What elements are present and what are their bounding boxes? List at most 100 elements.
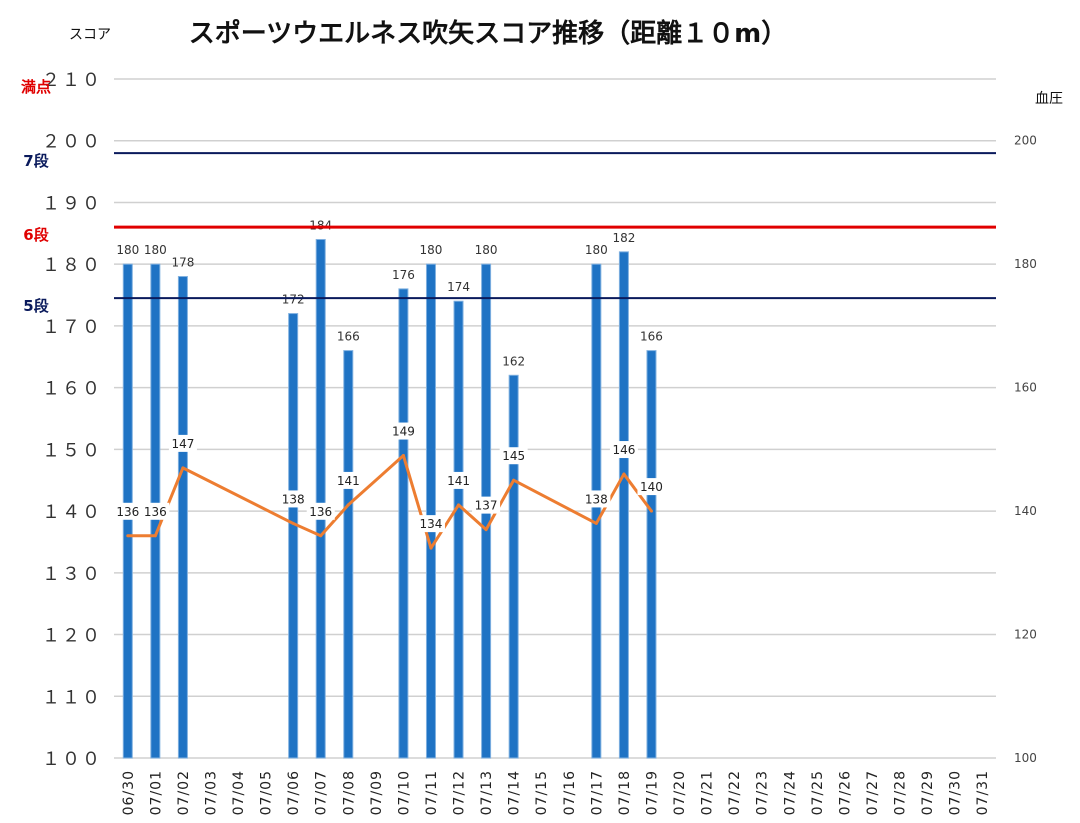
bar xyxy=(177,276,188,759)
bar-value-label: 166 xyxy=(337,330,360,344)
x-tick-label: 07/25 xyxy=(810,770,826,815)
x-tick-label: 07/14 xyxy=(507,770,523,815)
bar-series: 180 180 178 172 184 166 176 180 174 180 162 180 182 1… xyxy=(116,218,663,759)
line-value-label: 136 xyxy=(144,505,167,519)
line-point xyxy=(594,521,598,525)
line-label-bg xyxy=(141,502,170,520)
x-tick-label: 07/21 xyxy=(700,770,716,815)
y2-tick-label: 140 xyxy=(1014,504,1037,518)
x-tick-label: 07/27 xyxy=(865,770,881,815)
line-label-bg xyxy=(113,502,142,520)
reference-lines: 満点 7段 6段 5段 xyxy=(21,78,996,315)
y-tick-label: １１０ xyxy=(42,687,102,708)
line-path xyxy=(127,454,653,550)
x-axis-ticks: 06/30 07/01 07/02 07/03 07/04 07/05 07/06 07/07… xyxy=(121,770,991,815)
y-tick-label: １００ xyxy=(42,749,102,770)
line-value-label: 138 xyxy=(282,492,305,506)
line-value-label: 141 xyxy=(337,474,360,488)
x-tick-label: 07/26 xyxy=(837,770,853,815)
bar xyxy=(591,263,602,759)
x-tick-label: 07/08 xyxy=(341,770,357,815)
x-tick-label: 07/02 xyxy=(176,770,192,815)
y-tick-label: １９０ xyxy=(42,193,102,214)
reference-label: 7段 xyxy=(23,152,48,170)
bar-value-label: 178 xyxy=(171,256,194,270)
y-tick-label: １８０ xyxy=(42,255,102,276)
bar-value-label: 180 xyxy=(116,243,139,257)
y-axis-ticks: １００ １１０ １２０ １３０ １４０ １５０ １６０ １７０ １８０ １９０ ２００ ２１０ xyxy=(42,70,102,770)
y-tick-label: １４０ xyxy=(42,502,102,523)
line-value-label: 149 xyxy=(392,425,415,439)
reference-label: 満点 xyxy=(21,78,51,96)
bar xyxy=(343,350,354,759)
x-tick-label: 07/28 xyxy=(893,770,909,815)
x-tick-label: 07/10 xyxy=(396,770,412,815)
y-axis-label: スコア xyxy=(69,27,111,43)
bar-value-label: 184 xyxy=(309,218,332,232)
line-point xyxy=(401,454,405,458)
x-tick-label: 07/09 xyxy=(369,770,385,815)
bar-value-label: 176 xyxy=(392,268,415,282)
reference-label: 6段 xyxy=(23,226,48,244)
line-value-label: 146 xyxy=(612,443,635,457)
x-tick-label: 07/01 xyxy=(148,770,164,815)
y2-axis-label: 血圧 xyxy=(1035,91,1063,107)
bar-value-label: 180 xyxy=(585,243,608,257)
x-tick-label: 07/31 xyxy=(975,770,991,815)
y-tick-label: １７０ xyxy=(42,317,102,338)
bar xyxy=(315,238,326,759)
x-tick-label: 07/24 xyxy=(782,770,798,815)
bar-value-label: 162 xyxy=(502,354,525,368)
y2-axis-ticks: 100 120 140 160 180 200 xyxy=(1014,134,1037,765)
line-point xyxy=(622,472,626,476)
line-point xyxy=(153,534,157,538)
line-label-bg xyxy=(472,496,501,514)
line-value-label: 145 xyxy=(502,449,525,463)
bar-value-label: 174 xyxy=(447,280,470,294)
line-value-label: 136 xyxy=(116,505,139,519)
line-label-bg xyxy=(389,422,418,440)
line-label-bg xyxy=(279,490,308,508)
chart-title: スポーツウエルネス吹矢スコア推移（距離１０m） xyxy=(189,18,788,49)
bar-value-label: 180 xyxy=(475,243,498,257)
bar-value-label: 180 xyxy=(144,243,167,257)
line-series: 136 136 147 138 136 141 149 134 141 137 145 138 146 1… xyxy=(113,422,666,550)
x-tick-label: 07/06 xyxy=(286,770,302,815)
y2-tick-label: 100 xyxy=(1014,751,1037,765)
x-tick-label: 07/16 xyxy=(562,770,578,815)
line-point xyxy=(319,534,323,538)
y2-tick-label: 160 xyxy=(1014,381,1037,395)
x-tick-label: 07/05 xyxy=(259,770,275,815)
bar-value-label: 166 xyxy=(640,330,663,344)
bar-value-label: 172 xyxy=(282,293,305,307)
line-point xyxy=(126,534,130,538)
y-tick-label: ２１０ xyxy=(42,70,102,91)
line-point xyxy=(291,521,295,525)
x-tick-label: 07/15 xyxy=(534,770,550,815)
x-tick-label: 07/07 xyxy=(314,770,330,815)
x-tick-label: 07/17 xyxy=(589,770,605,815)
x-tick-label: 07/18 xyxy=(617,770,633,815)
reference-label: 5段 xyxy=(23,297,48,315)
line-label-bg xyxy=(499,447,528,465)
line-point xyxy=(457,503,461,507)
x-tick-label: 07/03 xyxy=(203,770,219,815)
line-point xyxy=(429,546,433,550)
bar xyxy=(453,300,464,759)
y-tick-label: １６０ xyxy=(42,379,102,400)
line-value-label: 141 xyxy=(447,474,470,488)
line-label-bg xyxy=(582,490,611,508)
bar xyxy=(425,263,436,759)
bar-value-label: 182 xyxy=(612,231,635,245)
x-tick-label: 07/19 xyxy=(644,770,660,815)
y2-tick-label: 120 xyxy=(1014,628,1037,642)
y-tick-label: １２０ xyxy=(42,626,102,647)
bar xyxy=(398,288,409,759)
y-tick-label: ２００ xyxy=(42,132,102,153)
bar-value-label: 180 xyxy=(420,243,443,257)
line-point xyxy=(512,478,516,482)
y2-tick-label: 180 xyxy=(1014,257,1037,271)
x-tick-label: 07/04 xyxy=(231,770,247,815)
line-label-bg xyxy=(416,515,445,533)
